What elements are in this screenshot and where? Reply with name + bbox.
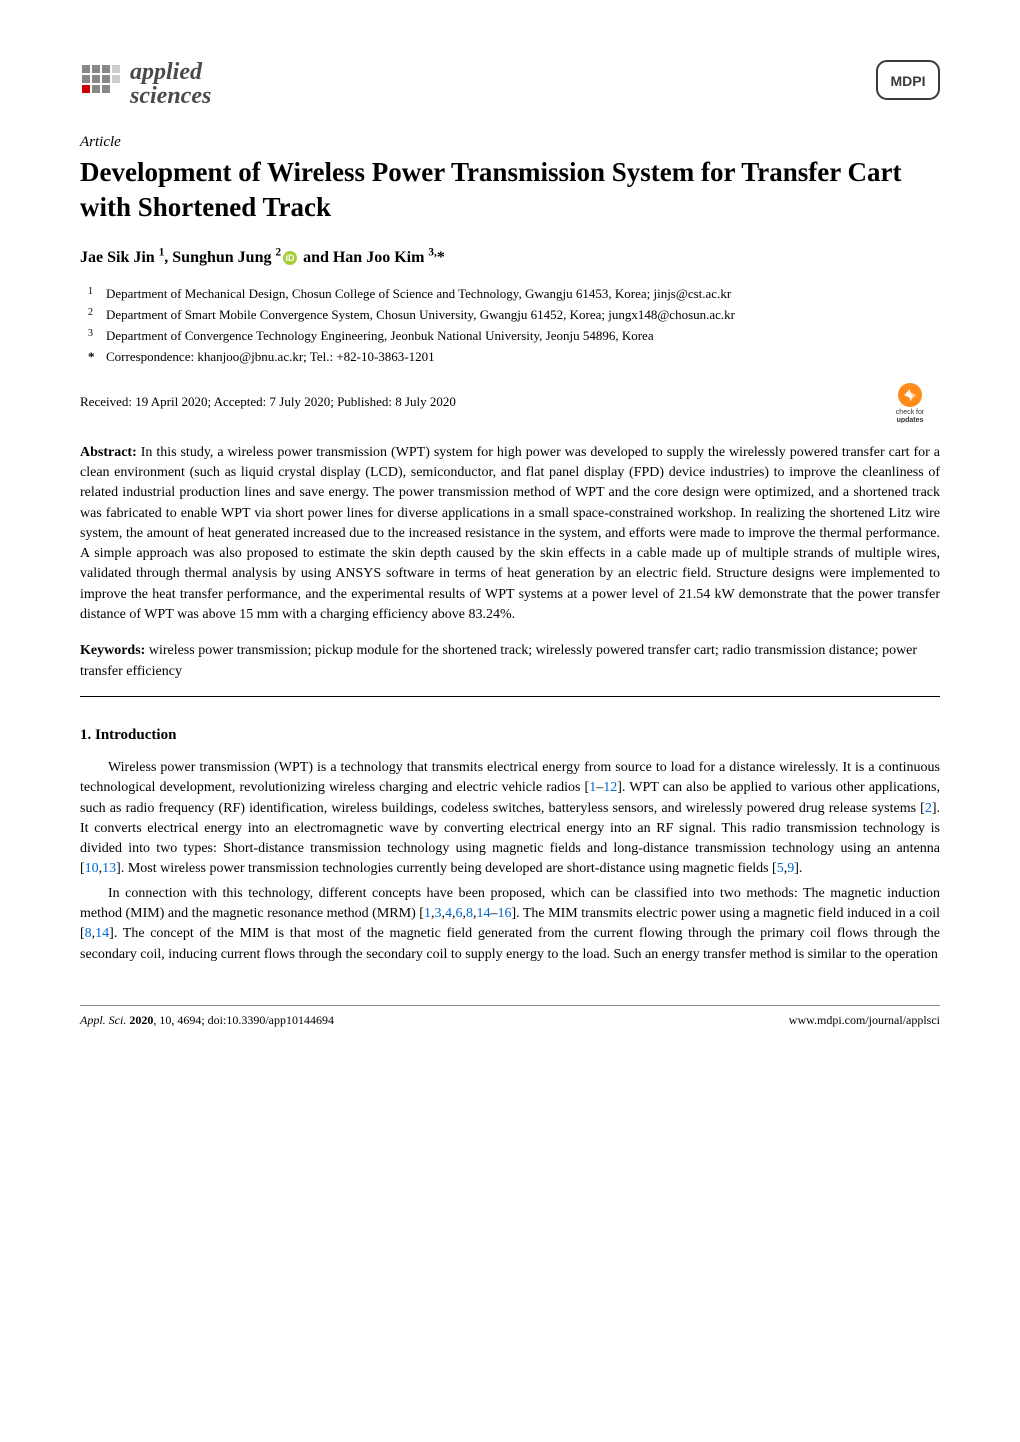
abstract-label: Abstract: xyxy=(80,445,137,460)
journal-logo: applied sciences xyxy=(80,60,211,108)
affiliation-marker: 3 xyxy=(88,327,106,345)
affiliation-item: 1 Department of Mechanical Design, Chosu… xyxy=(106,285,940,303)
authors-text: Jae Sik Jin 1, Sunghun Jung 2iD and Han … xyxy=(80,249,445,266)
abstract-text: In this study, a wireless power transmis… xyxy=(80,445,940,622)
updates-text2: updates xyxy=(897,417,924,423)
updates-text1: check for xyxy=(896,409,925,416)
affiliation-item: 3 Department of Convergence Technology E… xyxy=(106,327,940,345)
article-title: Development of Wireless Power Transmissi… xyxy=(80,155,940,225)
footer-left: Appl. Sci. 2020, 10, 4694; doi:10.3390/a… xyxy=(80,1012,334,1029)
keywords-text: wireless power transmission; pickup modu… xyxy=(80,643,917,678)
svg-text:iD: iD xyxy=(286,253,296,263)
abstract-block: Abstract: In this study, a wireless powe… xyxy=(80,443,940,626)
keywords-block: Keywords: wireless power transmission; p… xyxy=(80,641,940,682)
affiliation-item: 2 Department of Smart Mobile Convergence… xyxy=(106,306,940,324)
footer-right: www.mdpi.com/journal/applsci xyxy=(789,1012,940,1029)
affiliation-text: Department of Mechanical Design, Chosun … xyxy=(106,285,940,303)
section-heading: 1. Introduction xyxy=(80,725,940,746)
body-paragraph: In connection with this technology, diff… xyxy=(80,884,940,965)
correspondence-text: Correspondence: khanjoo@jbnu.ac.kr; Tel.… xyxy=(106,348,940,366)
footer-citation: , 10, 4694; doi:10.3390/app10144694 xyxy=(153,1013,334,1027)
footer-year: 2020 xyxy=(129,1013,153,1027)
journal-name-line2: sciences xyxy=(130,84,211,108)
keywords-label: Keywords: xyxy=(80,643,145,658)
check-updates-icon[interactable]: check for updates xyxy=(880,381,940,423)
body-paragraph: Wireless power transmission (WPT) is a t… xyxy=(80,758,940,880)
publisher-logo-text: MDPI xyxy=(891,73,926,89)
journal-name-line1: applied xyxy=(130,60,211,84)
affiliation-item: * Correspondence: khanjoo@jbnu.ac.kr; Te… xyxy=(106,348,940,366)
orcid-icon[interactable]: iD xyxy=(283,251,297,265)
dates-text: Received: 19 April 2020; Accepted: 7 Jul… xyxy=(80,393,456,411)
header-row: applied sciences MDPI xyxy=(80,60,940,108)
authors-line: Jae Sik Jin 1, Sunghun Jung 2iD and Han … xyxy=(80,245,940,269)
dates-row: Received: 19 April 2020; Accepted: 7 Jul… xyxy=(80,381,940,423)
publisher-logo-icon: MDPI xyxy=(876,60,940,100)
journal-logo-text: applied sciences xyxy=(130,60,211,108)
affiliation-text: Department of Convergence Technology Eng… xyxy=(106,327,940,345)
affiliation-text: Department of Smart Mobile Convergence S… xyxy=(106,306,940,324)
affiliations-list: 1 Department of Mechanical Design, Chosu… xyxy=(80,285,940,367)
affiliation-marker: 2 xyxy=(88,306,106,324)
journal-logo-icon xyxy=(80,63,122,105)
divider xyxy=(80,696,940,697)
footer-journal-abbrev: Appl. Sci. xyxy=(80,1013,129,1027)
affiliation-marker: 1 xyxy=(88,285,106,303)
correspondence-marker: * xyxy=(88,348,106,366)
article-type: Article xyxy=(80,132,940,153)
footer-row: Appl. Sci. 2020, 10, 4694; doi:10.3390/a… xyxy=(80,1005,940,1029)
